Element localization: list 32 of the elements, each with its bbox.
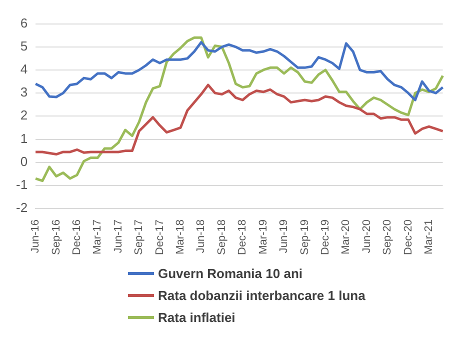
x-tick-label: Dec-16 bbox=[71, 220, 84, 255]
x-tick-label: Jun-18 bbox=[195, 220, 208, 254]
x-tick-label: Jun-17 bbox=[112, 220, 124, 254]
x-tick-label: Mar-18 bbox=[174, 220, 187, 254]
x-tick-label: Sep-16 bbox=[50, 220, 62, 256]
x-tick-label: Jun-20 bbox=[360, 220, 373, 254]
x-tick-label: Dec-19 bbox=[319, 220, 332, 255]
legend-label: Rata dobanzii interbancare 1 luna bbox=[158, 288, 366, 302]
x-tick-label: Mar-21 bbox=[423, 220, 436, 254]
x-tick-label: Jun-16 bbox=[30, 220, 42, 254]
y-tick-label: 2 bbox=[20, 108, 28, 123]
x-tick-label: Sep-19 bbox=[298, 220, 311, 256]
x-tick-label: Mar-17 bbox=[92, 220, 104, 254]
y-tick-label: 0 bbox=[20, 154, 28, 169]
x-tick-label: Sep-20 bbox=[382, 220, 394, 256]
x-tick-label: Dec-17 bbox=[154, 220, 166, 255]
x-tick-label: Dec-20 bbox=[402, 220, 414, 255]
y-tick-label: -2 bbox=[16, 200, 28, 216]
y-tick-label: 3 bbox=[20, 84, 28, 100]
y-tick-label: 1 bbox=[20, 130, 28, 146]
y-tick-label: 5 bbox=[20, 38, 28, 54]
y-tick-label: 4 bbox=[20, 62, 28, 77]
x-tick-label: Mar-20 bbox=[340, 220, 352, 254]
legend-label: Guvern Romania 10 ani bbox=[158, 266, 302, 280]
y-tick-label: 6 bbox=[20, 15, 28, 30]
x-tick-label: Sep-18 bbox=[216, 220, 228, 256]
x-tick-label: Mar-19 bbox=[257, 220, 270, 254]
legend-label: Rata inflatiei bbox=[158, 310, 236, 324]
y-tick-label: -1 bbox=[16, 177, 28, 192]
x-tick-label: Jun-19 bbox=[278, 220, 290, 254]
x-tick-label: Dec-18 bbox=[236, 220, 249, 255]
x-tick-label: Sep-17 bbox=[133, 220, 146, 256]
